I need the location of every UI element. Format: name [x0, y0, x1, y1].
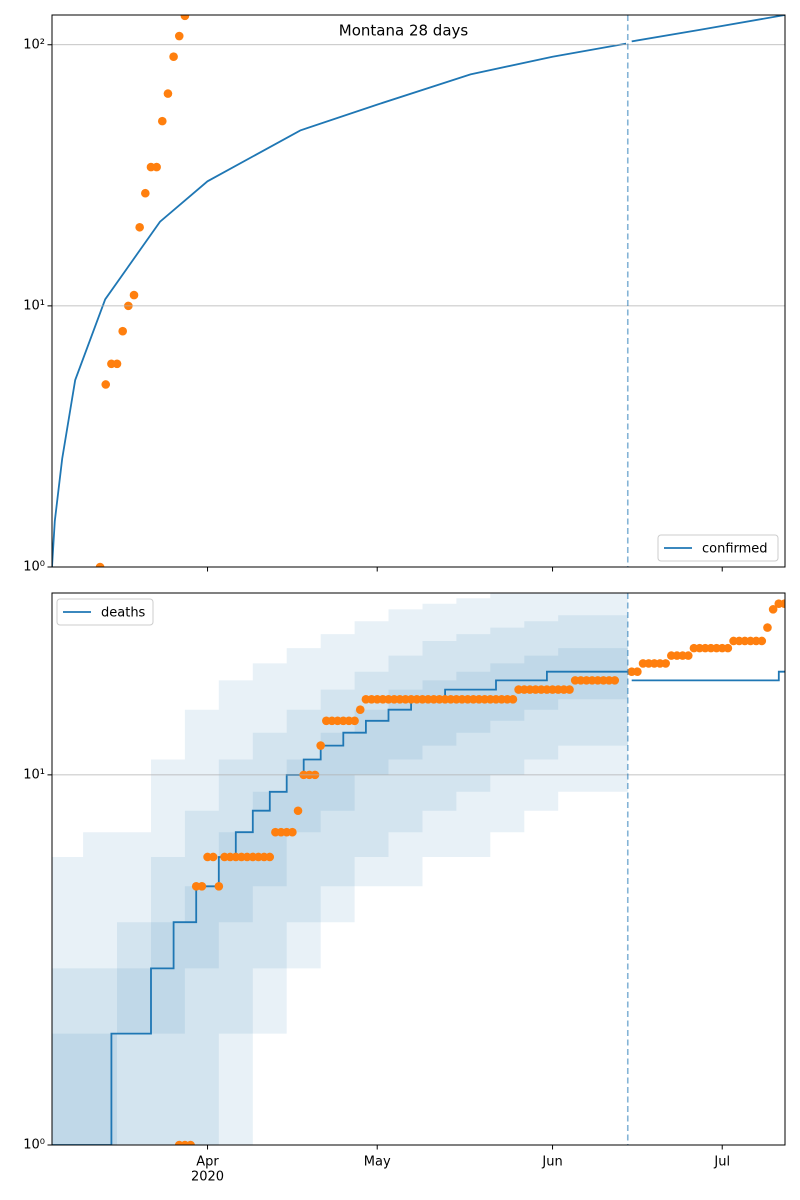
- data-point: [208, 852, 218, 862]
- data-point: [157, 116, 167, 126]
- band: [52, 648, 628, 1145]
- data-point: [288, 827, 297, 837]
- y-tick-label: 10¹: [23, 767, 45, 782]
- data-point: [112, 359, 122, 369]
- data-point: [135, 222, 144, 232]
- data-point: [633, 667, 642, 676]
- x-tick-label: Apr: [196, 1155, 219, 1170]
- data-point: [350, 716, 359, 726]
- data-point: [565, 685, 574, 694]
- data-point: [508, 695, 518, 704]
- data-point: [95, 562, 105, 567]
- x-year-label: 2020: [191, 1170, 224, 1185]
- series-line: [52, 15, 785, 567]
- data-point: [197, 881, 207, 891]
- legend-label: confirmed: [702, 542, 768, 557]
- y-tick-label: 10¹: [23, 298, 45, 313]
- y-tick-label: 10⁰: [23, 560, 45, 575]
- data-point: [186, 1140, 195, 1145]
- data-point: [129, 290, 139, 300]
- legend-box: [56, 598, 154, 626]
- band: [52, 615, 628, 1145]
- chart-title: Montana 28 days: [339, 22, 469, 40]
- data-point: [661, 659, 670, 668]
- axes-frame: [51, 14, 786, 568]
- plot-area: [52, 593, 785, 1145]
- x-tick-label: Jun: [541, 1155, 562, 1170]
- data-point: [101, 380, 111, 389]
- data-point: [293, 806, 303, 816]
- data-point: [723, 643, 733, 653]
- legend-box: [657, 534, 779, 562]
- data-point: [163, 89, 173, 98]
- data-point: [316, 741, 325, 750]
- data-point: [610, 676, 620, 685]
- data-point: [214, 881, 224, 891]
- x-tick-label: May: [364, 1155, 391, 1170]
- data-point: [763, 623, 772, 632]
- x-tick-label: Jul: [713, 1155, 730, 1170]
- data-point: [118, 326, 127, 336]
- data-point: [169, 52, 178, 62]
- data-point: [152, 162, 161, 172]
- data-point: [174, 31, 184, 41]
- plot-area: [52, 15, 785, 567]
- y-tick-label: 10²: [23, 37, 45, 52]
- axes-frame: [51, 592, 786, 1146]
- band: [52, 593, 628, 1145]
- data-point: [768, 605, 778, 614]
- data-point: [180, 15, 190, 21]
- data-point: [780, 599, 785, 609]
- data-point: [141, 188, 150, 198]
- legend-label: deaths: [101, 606, 146, 621]
- data-point: [355, 705, 365, 714]
- data-point: [265, 852, 275, 862]
- data-point: [683, 651, 693, 660]
- data-point: [757, 636, 767, 646]
- y-tick-label: 10⁰: [23, 1138, 45, 1153]
